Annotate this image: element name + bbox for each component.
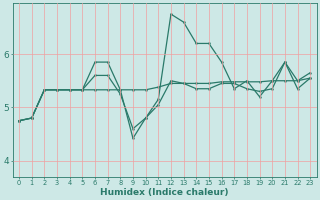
- X-axis label: Humidex (Indice chaleur): Humidex (Indice chaleur): [100, 188, 229, 197]
